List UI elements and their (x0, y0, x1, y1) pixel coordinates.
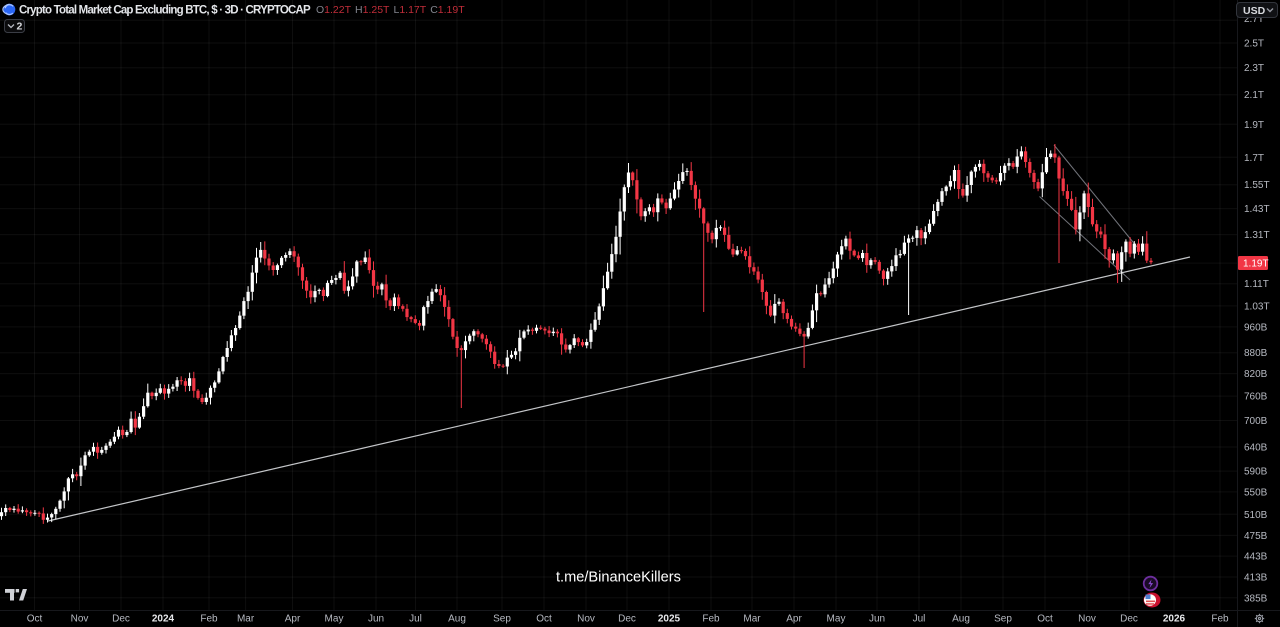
svg-text:Jun: Jun (869, 614, 885, 625)
svg-text:Nov: Nov (1078, 614, 1096, 625)
svg-text:Sep: Sep (994, 614, 1012, 625)
svg-text:2026: 2026 (1163, 614, 1186, 625)
svg-text:Dec: Dec (112, 614, 130, 625)
svg-text:700B: 700B (1244, 416, 1268, 427)
svg-text:820B: 820B (1244, 369, 1268, 380)
svg-text:2025: 2025 (658, 614, 681, 625)
svg-text:Dec: Dec (1120, 614, 1138, 625)
svg-text:1.7T: 1.7T (1244, 153, 1264, 164)
svg-text:May: May (827, 614, 846, 625)
svg-text:Jun: Jun (368, 614, 384, 625)
svg-text:443B: 443B (1244, 552, 1268, 563)
svg-text:475B: 475B (1244, 531, 1268, 542)
svg-text:Nov: Nov (577, 614, 595, 625)
svg-text:2024: 2024 (152, 614, 175, 625)
svg-text:Feb: Feb (702, 614, 720, 625)
svg-text:1.9T: 1.9T (1244, 120, 1264, 131)
svg-text:Feb: Feb (1211, 614, 1229, 625)
svg-text:1.31T: 1.31T (1244, 230, 1270, 241)
svg-text:2.7T: 2.7T (1244, 14, 1264, 25)
svg-text:590B: 590B (1244, 467, 1268, 478)
svg-text:1.11T: 1.11T (1244, 279, 1269, 290)
svg-text:Sep: Sep (493, 614, 511, 625)
svg-text:t.me/BinanceKillers: t.me/BinanceKillers (556, 570, 681, 586)
svg-text:USD: USD (1243, 5, 1266, 17)
svg-text:Jul: Jul (409, 614, 422, 625)
svg-text:2.3T: 2.3T (1244, 63, 1264, 74)
svg-text:510B: 510B (1244, 510, 1268, 521)
svg-text:Mar: Mar (237, 614, 255, 625)
svg-text:413B: 413B (1244, 573, 1268, 584)
svg-text:Apr: Apr (285, 614, 301, 625)
svg-text:May: May (325, 614, 344, 625)
svg-text:550B: 550B (1244, 487, 1268, 498)
svg-text:Apr: Apr (786, 614, 802, 625)
svg-text:Mar: Mar (743, 614, 761, 625)
svg-text:1.43T: 1.43T (1244, 204, 1270, 215)
svg-text:1.19T: 1.19T (1243, 259, 1269, 270)
svg-text:Nov: Nov (71, 614, 89, 625)
svg-text:Feb: Feb (200, 614, 218, 625)
svg-text:Jul: Jul (913, 614, 926, 625)
svg-text:880B: 880B (1244, 348, 1268, 359)
svg-text:960B: 960B (1244, 322, 1268, 333)
svg-text:Crypto Total Market Cap Exclud: Crypto Total Market Cap Excluding BTC, $… (19, 5, 311, 17)
svg-text:Oct: Oct (536, 614, 552, 625)
svg-text:2.1T: 2.1T (1244, 90, 1264, 101)
svg-text:Dec: Dec (618, 614, 636, 625)
svg-text:1.03T: 1.03T (1244, 301, 1270, 312)
svg-text:385B: 385B (1244, 593, 1268, 604)
svg-text:2: 2 (17, 21, 23, 33)
svg-text:Aug: Aug (448, 614, 466, 625)
svg-text:2.5T: 2.5T (1244, 39, 1264, 50)
svg-text:1.55T: 1.55T (1244, 180, 1270, 191)
svg-text:640B: 640B (1244, 443, 1268, 454)
svg-text:760B: 760B (1244, 392, 1268, 403)
svg-text:Aug: Aug (952, 614, 970, 625)
svg-text:Oct: Oct (1037, 614, 1053, 625)
svg-text:Oct: Oct (27, 614, 43, 625)
